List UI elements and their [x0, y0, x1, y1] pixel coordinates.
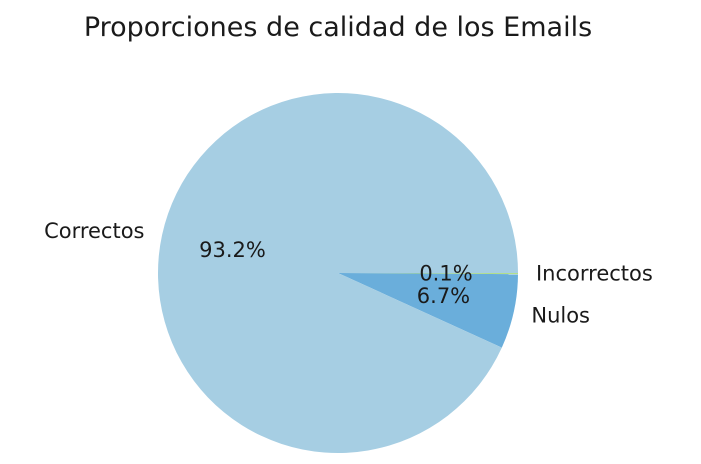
chart-title: Proporciones de calidad de los Emails [84, 12, 592, 43]
slice-label-incorrectos: Incorrectos [536, 262, 653, 286]
pie-slice-nulos [338, 273, 518, 348]
slice-percent-incorrectos: 0.1% [419, 261, 472, 285]
slice-label-correctos: Correctos [44, 219, 144, 243]
pie-slice-correctos [158, 93, 518, 454]
slice-percent-correctos: 93.2% [199, 238, 266, 262]
slice-label-nulos: Nulos [531, 304, 590, 328]
pie-slice-incorrectos [338, 273, 518, 275]
pie-labels: Incorrectos 0.1% Nulos 6.7% Correctos 93.2% [44, 219, 653, 328]
slice-percent-nulos: 6.7% [417, 284, 470, 308]
pie-slices [158, 93, 518, 454]
